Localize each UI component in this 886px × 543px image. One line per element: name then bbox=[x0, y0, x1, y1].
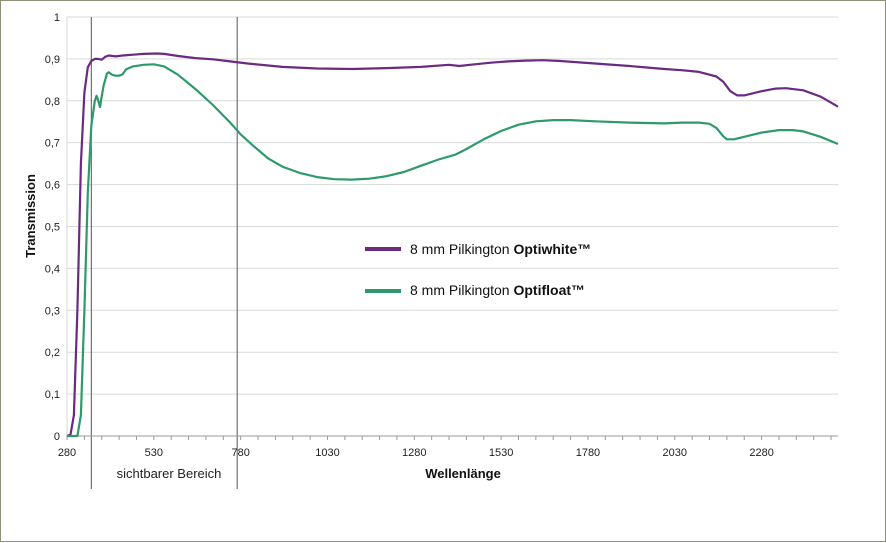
x-tick-label: 1530 bbox=[489, 447, 513, 459]
legend-label-optifloat-regular: 8 mm Pilkington bbox=[410, 282, 513, 298]
y-axis-label: Transmission bbox=[23, 174, 38, 258]
legend: 8 mm Pilkington Optiwhite™ 8 mm Pilkingt… bbox=[365, 241, 591, 298]
y-tick-label: 0,6 bbox=[45, 180, 60, 192]
y-tick-label: 0,4 bbox=[45, 263, 60, 275]
legend-label-optifloat-bold: Optifloat™ bbox=[513, 282, 585, 298]
y-tick-label: 0,5 bbox=[45, 222, 60, 234]
x-tick-label: 280 bbox=[58, 447, 76, 459]
y-tick-label: 0,8 bbox=[45, 96, 60, 108]
series-lines bbox=[66, 52, 839, 438]
y-tick-label: 1 bbox=[54, 12, 60, 24]
y-tick-label: 0 bbox=[54, 431, 60, 443]
legend-label-optiwhite: 8 mm Pilkington Optiwhite™ bbox=[410, 241, 591, 257]
x-tick-label: 1280 bbox=[402, 447, 426, 459]
x-axis-label: Wellenlänge bbox=[425, 466, 501, 481]
x-tick-label: 1780 bbox=[576, 447, 600, 459]
y-tick-label: 0,2 bbox=[45, 347, 60, 359]
y-tick-label: 0,1 bbox=[45, 389, 60, 401]
series-line-optifloat bbox=[67, 63, 839, 438]
visible-range-markers bbox=[90, 17, 238, 489]
y-tick-label: 0,9 bbox=[45, 54, 60, 66]
visible-range-label: sichtbarer Bereich bbox=[117, 466, 222, 481]
x-tick-label: 2030 bbox=[663, 447, 687, 459]
y-tick-label: 0,7 bbox=[45, 138, 60, 150]
x-tick-label: 2280 bbox=[749, 447, 773, 459]
legend-label-optiwhite-regular: 8 mm Pilkington bbox=[410, 241, 513, 257]
legend-label-optiwhite-bold: Optiwhite™ bbox=[513, 241, 591, 257]
y-tick-label: 0,3 bbox=[45, 305, 60, 317]
x-tick-label: 530 bbox=[145, 447, 163, 459]
x-tick-label: 1030 bbox=[315, 447, 339, 459]
legend-label-optifloat: 8 mm Pilkington Optifloat™ bbox=[410, 282, 585, 298]
grid-lines bbox=[67, 16, 838, 395]
axes bbox=[66, 17, 838, 440]
series-line-optiwhite bbox=[66, 52, 839, 438]
x-tick-label: 780 bbox=[231, 447, 249, 459]
